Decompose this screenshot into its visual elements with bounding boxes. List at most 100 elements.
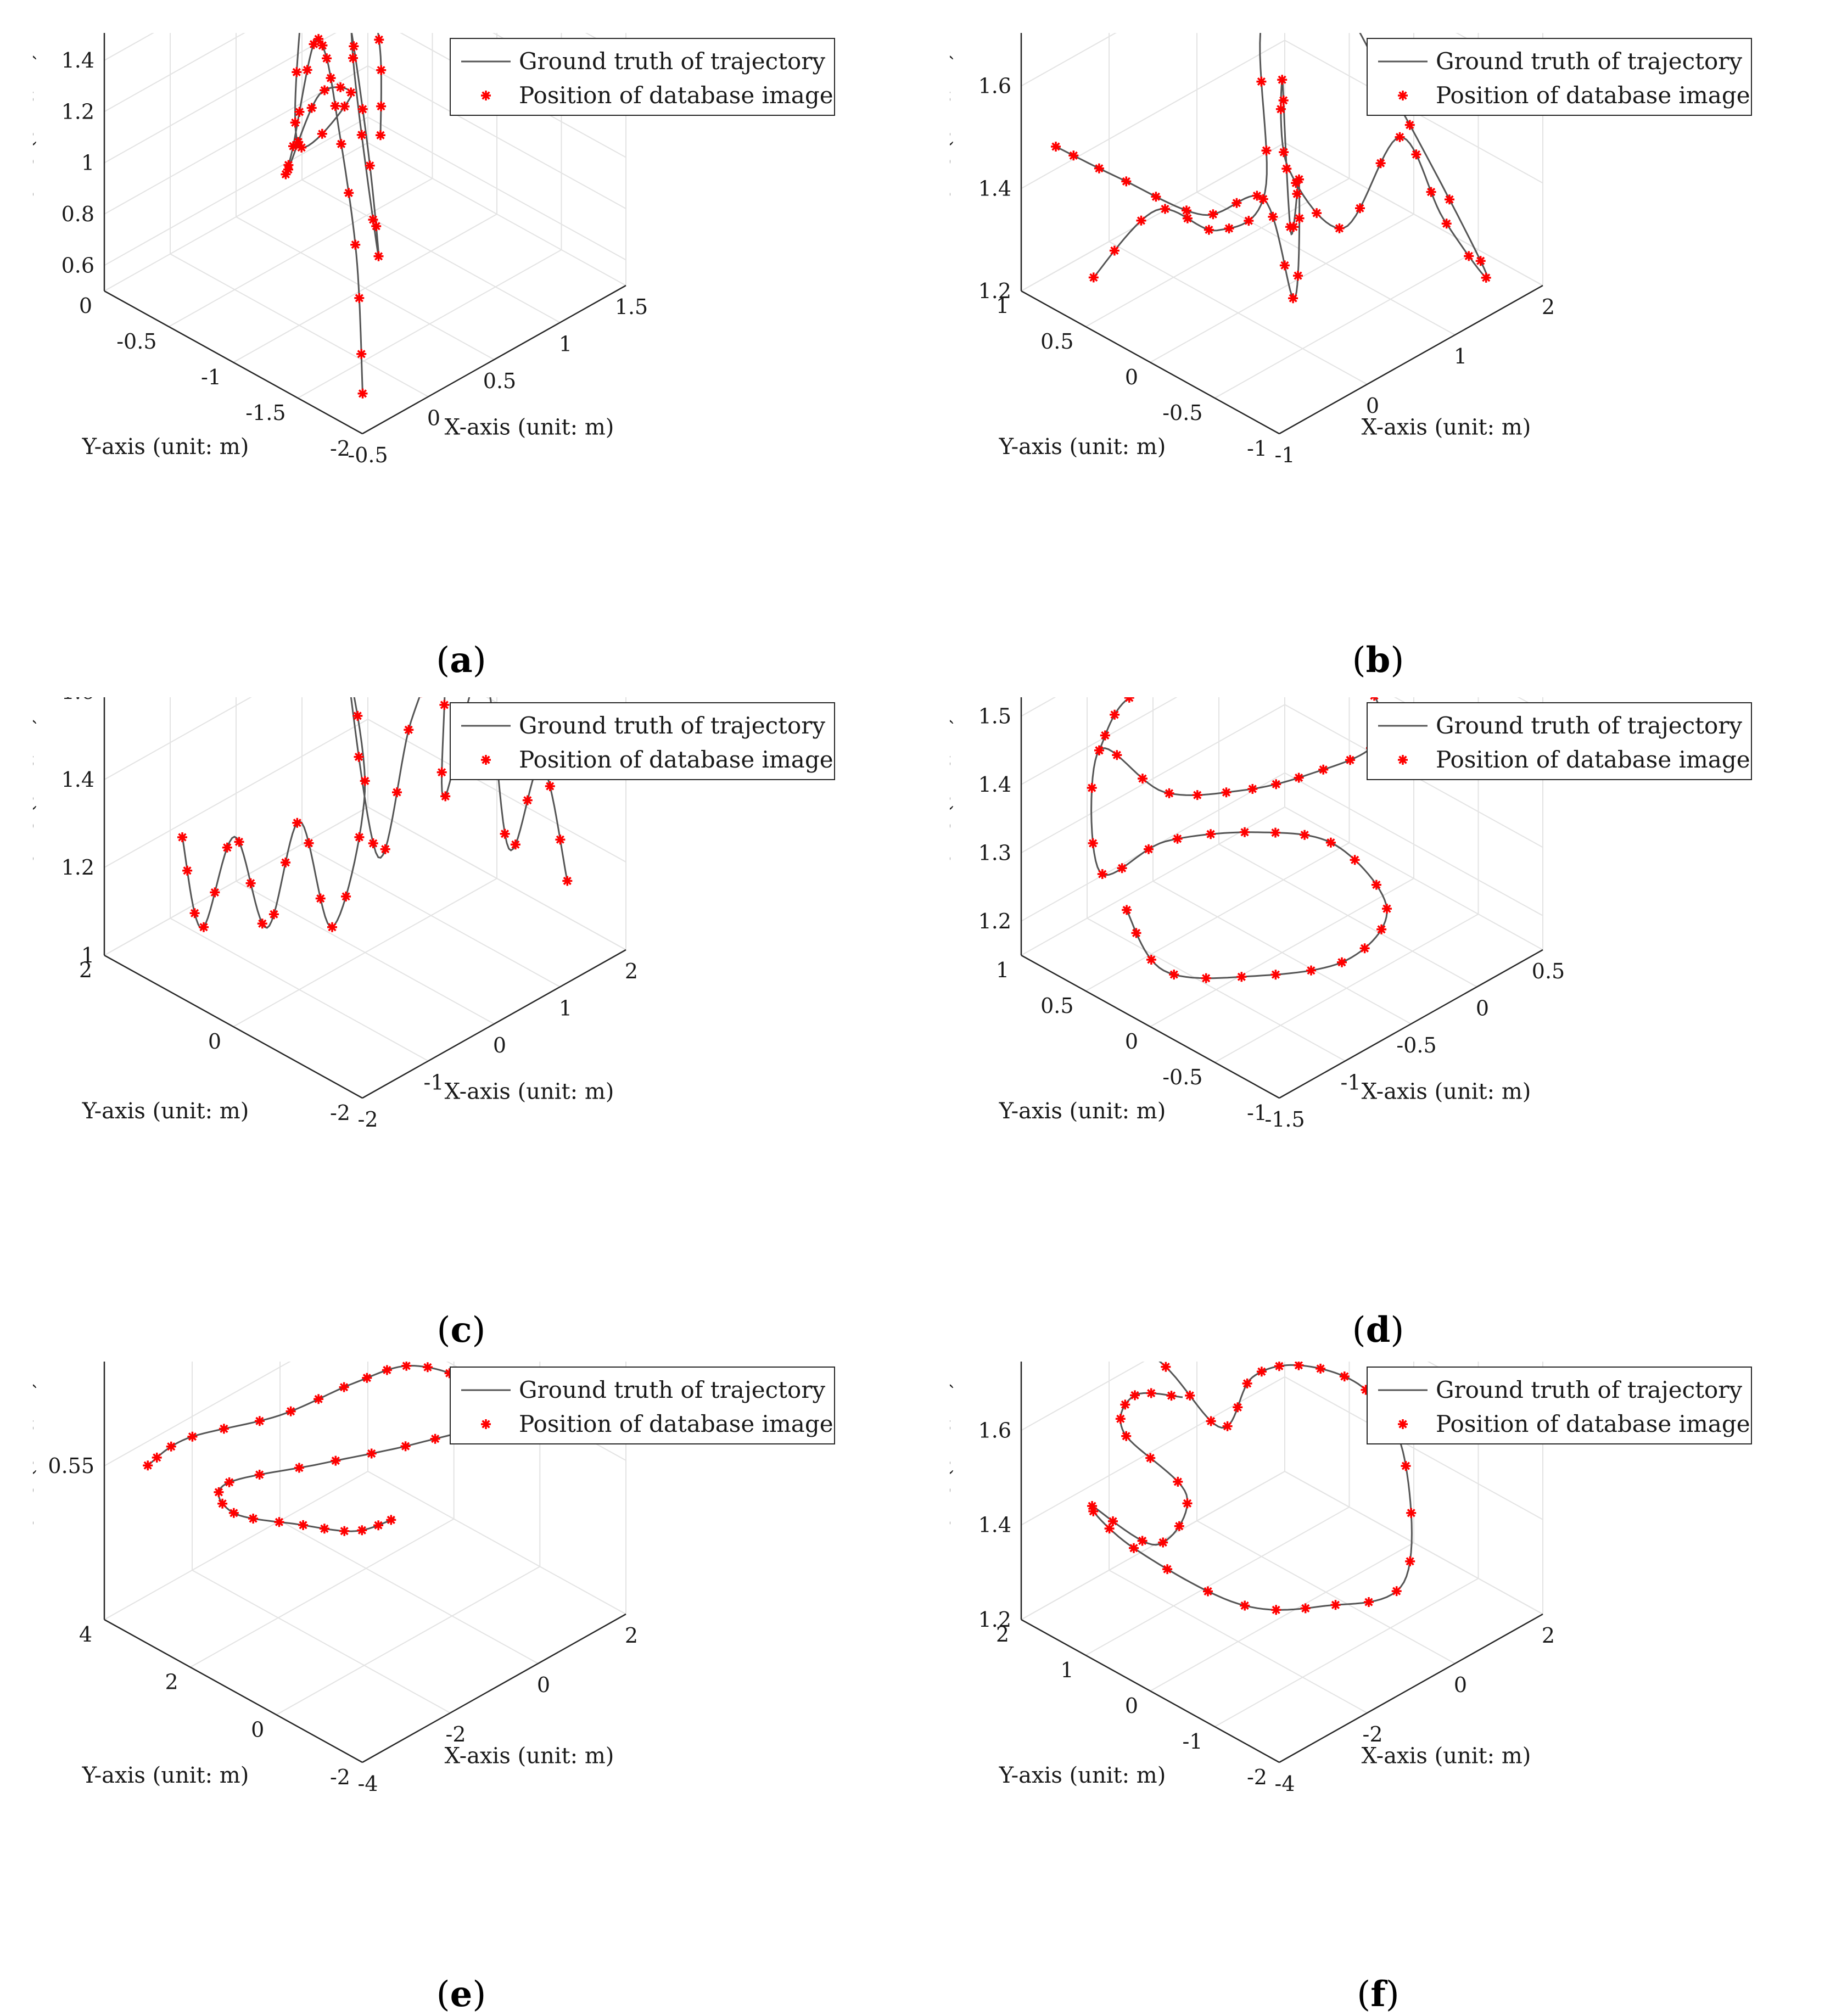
axes	[103, 697, 626, 1099]
database-image-marker	[283, 164, 293, 175]
y-tick-label: 2	[165, 1670, 178, 1694]
database-image-marker	[339, 101, 350, 111]
database-image-marker	[1166, 1391, 1177, 1401]
database-image-marker	[1144, 844, 1154, 854]
database-image-marker	[1088, 272, 1099, 283]
database-image-marker	[1097, 869, 1107, 879]
z-tick-label: 1.2	[978, 279, 1011, 303]
database-image-marker	[331, 1455, 341, 1466]
x-tick-label: 0	[537, 1673, 550, 1697]
y-tick-label: -0.5	[1162, 1065, 1202, 1089]
plot-d: -1.5-1-0.500.5-1-0.500.511.21.31.41.51.6…	[950, 697, 1752, 1132]
database-image-marker	[254, 1416, 265, 1426]
grid-line	[276, 1566, 540, 1716]
z-tick-label: 1.3	[978, 841, 1011, 865]
database-image-marker	[1131, 928, 1141, 938]
grid-line	[104, 116, 368, 266]
database-image-marker	[1146, 1388, 1156, 1398]
database-image-marker	[1288, 293, 1298, 304]
caption-paren: (	[1352, 1310, 1366, 1351]
database-image-marker	[1481, 272, 1491, 283]
database-image-marker	[1236, 972, 1247, 982]
database-image-marker	[296, 142, 307, 153]
database-image-marker	[1112, 750, 1122, 760]
database-image-marker	[1445, 194, 1454, 205]
database-image-marker	[1110, 709, 1120, 720]
caption-letter: a	[450, 640, 473, 681]
x-tick-label: 1	[559, 996, 572, 1021]
grid-line	[1021, 33, 1117, 87]
database-image-marker	[1293, 271, 1303, 281]
x-tick-label: 1	[1454, 344, 1467, 368]
database-image-marker	[1121, 1431, 1132, 1441]
database-image-marker	[1146, 955, 1156, 965]
database-image-marker	[228, 1508, 239, 1518]
database-image-marker	[1270, 827, 1280, 838]
legend-line-label: Ground truth of trajectory	[519, 712, 825, 739]
database-image-marker	[392, 787, 402, 798]
z-tick-label: 0.8	[61, 202, 94, 226]
database-image-marker	[302, 65, 312, 75]
database-image-marker	[1371, 880, 1381, 890]
database-image-marker	[314, 1394, 324, 1404]
grid-line	[1085, 178, 1350, 327]
legend-marker-label: Position of database image	[519, 746, 833, 773]
database-image-marker	[386, 1515, 396, 1525]
legend-marker-label: Position of database image	[519, 82, 833, 109]
database-image-marker	[1300, 1603, 1311, 1614]
database-image-marker	[339, 1382, 349, 1392]
legend-line-label: Ground truth of trajectory	[1436, 712, 1742, 739]
z-tick-label: 1.4	[978, 176, 1011, 200]
database-image-marker	[234, 837, 244, 847]
x-axis-line	[1279, 284, 1543, 435]
database-image-marker	[1120, 1399, 1130, 1410]
grid-line	[1021, 1362, 1145, 1431]
legend-marker-label: Position of database image	[519, 1410, 833, 1437]
grid-line	[367, 116, 626, 261]
grid-line	[1021, 697, 1178, 785]
database-image-marker	[182, 865, 193, 876]
database-image-marker	[1160, 204, 1170, 214]
database-image-marker	[292, 817, 303, 828]
database-image-marker	[1138, 774, 1148, 784]
y-axis-line	[104, 290, 363, 435]
axes	[103, 33, 626, 435]
x-tick-label: -2	[1362, 1722, 1382, 1746]
database-image-marker	[354, 832, 365, 842]
database-image-marker	[1161, 1362, 1171, 1372]
caption-paren: )	[1390, 1310, 1404, 1351]
y-axis-label: Y-axis (unit: m)	[82, 1099, 249, 1124]
x-tick-label: 2	[625, 1623, 638, 1648]
database-image-marker	[1281, 164, 1292, 174]
database-image-marker	[1201, 973, 1211, 983]
legend: Ground truth of trajectory Position of da…	[1367, 1367, 1752, 1444]
grid-line	[104, 1471, 368, 1620]
y-tick-label: -1	[1182, 1729, 1202, 1754]
database-image-marker	[326, 73, 336, 83]
database-image-marker	[356, 349, 367, 359]
trajectory-line	[284, 33, 382, 394]
database-image-marker	[1279, 260, 1290, 271]
y-tick-label: -0.5	[116, 329, 156, 354]
database-image-marker	[1395, 132, 1405, 142]
database-image-marker	[368, 838, 378, 848]
database-image-marker	[314, 33, 324, 44]
grid-line	[367, 65, 626, 209]
database-image-marker	[1350, 855, 1360, 865]
x-tick-label: 2	[1542, 1623, 1555, 1648]
database-image-marker	[1124, 697, 1134, 703]
database-image-marker	[1109, 245, 1119, 256]
grid-line	[190, 1518, 455, 1668]
database-image-marker	[1252, 191, 1262, 201]
database-image-marker	[500, 828, 510, 839]
x-tick-label: 1.5	[615, 295, 648, 319]
database-image-marker	[330, 100, 340, 111]
x-axis-label: X-axis (unit: m)	[1362, 1744, 1531, 1769]
database-image-marker	[298, 1520, 309, 1530]
database-image-marker	[562, 876, 573, 886]
y-tick-label: 4	[79, 1622, 92, 1647]
y-tick-label: 2	[79, 958, 92, 982]
